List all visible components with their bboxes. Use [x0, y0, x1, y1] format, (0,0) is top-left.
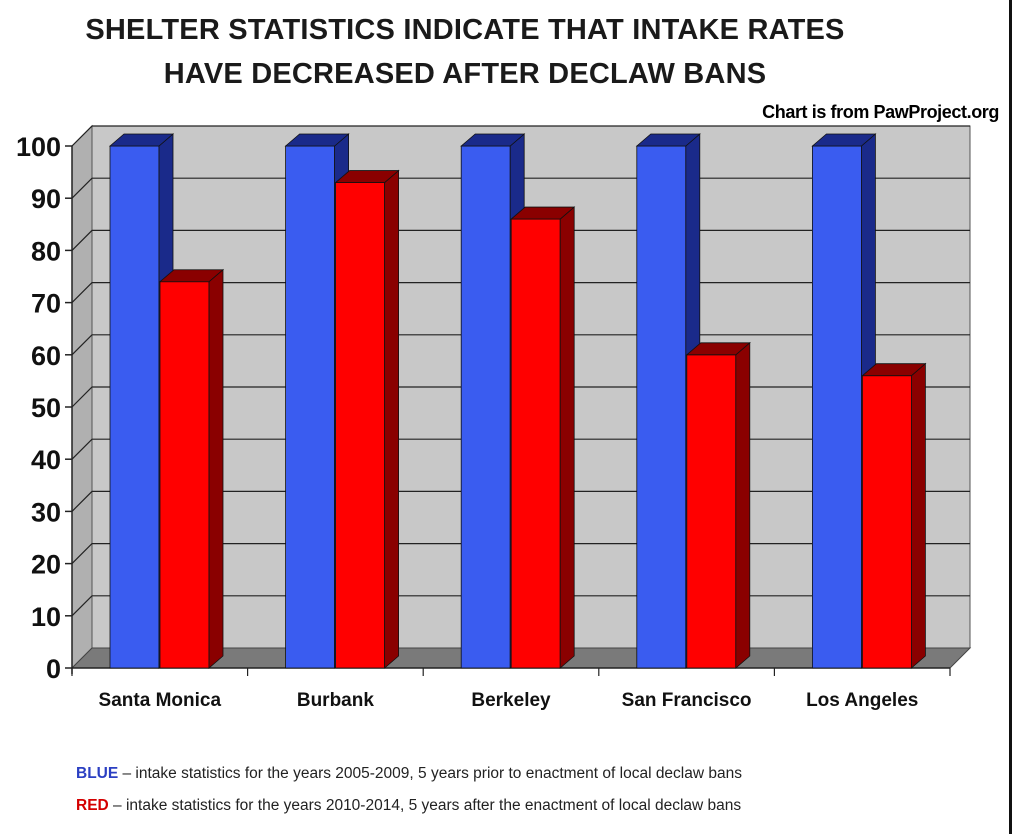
- bar-top-red-3: [685, 342, 751, 356]
- y-tick-label: 20: [31, 550, 61, 580]
- bar-blue-3: [636, 145, 687, 669]
- bar-side-red-2: [559, 206, 575, 669]
- bar-side-red-0: [208, 268, 224, 669]
- legend-blue-text: – intake statistics for the years 2005-2…: [118, 765, 742, 782]
- y-tick-label: 10: [31, 602, 61, 632]
- y-tick-label: 50: [31, 393, 61, 423]
- bar-side-red-1: [384, 169, 400, 669]
- bar-top-red-4: [861, 363, 927, 377]
- legend-red-key: RED: [76, 797, 109, 814]
- bar-red-0: [159, 281, 210, 669]
- bar-top-blue-2: [460, 133, 526, 147]
- x-tick-label: San Francisco: [622, 690, 752, 711]
- bar-red-1: [335, 182, 386, 669]
- bar-blue-2: [460, 145, 511, 669]
- bar-chart: 0 10 20 30 40 50 60 70 80 90 100 Santa Monica Burban…: [16, 124, 972, 711]
- bar-red-3: [686, 354, 737, 669]
- gridline: [71, 125, 970, 147]
- bar-top-blue-1: [284, 133, 350, 147]
- legend-red-text: – intake statistics for the years 2010-2…: [108, 797, 742, 814]
- legend-blue: BLUE – intake statistics for the years 2…: [76, 765, 742, 783]
- bar-side-red-4: [911, 362, 926, 669]
- y-tick-label: 100: [16, 132, 61, 162]
- bar-blue-4: [812, 145, 862, 669]
- legend-blue-key: BLUE: [76, 765, 119, 782]
- bar-top-blue-3: [635, 133, 701, 147]
- bar-red-4: [862, 375, 912, 669]
- chart-title-line2: HAVE DECREASED AFTER DECLAW BANS: [163, 58, 767, 90]
- x-tick-label: Santa Monica: [99, 690, 222, 711]
- y-tick-label: 90: [31, 184, 61, 214]
- bar-top-blue-4: [811, 133, 877, 147]
- y-tick-label: 0: [46, 654, 61, 684]
- x-tick-label: Berkeley: [471, 690, 551, 711]
- x-tick-label: Los Angeles: [806, 690, 918, 711]
- bar-top-red-1: [334, 170, 400, 183]
- bar-side-red-3: [735, 341, 751, 669]
- y-tick-label: 80: [31, 236, 61, 266]
- chart-credit: Chart is from PawProject.org: [762, 102, 999, 122]
- y-tick-label: 30: [31, 497, 61, 527]
- bar-blue-1: [285, 145, 336, 669]
- legend-red: RED – intake statistics for the years 20…: [76, 797, 741, 815]
- x-tick-label: Burbank: [297, 690, 375, 711]
- bar-top-blue-0: [108, 133, 175, 147]
- y-tick-label: 60: [31, 341, 61, 371]
- bar-top-red-0: [158, 269, 225, 283]
- bar-blue-0: [109, 145, 160, 669]
- y-tick-label: 70: [31, 289, 61, 319]
- chart-title-line1: SHELTER STATISTICS INDICATE THAT INTAKE …: [85, 14, 845, 46]
- y-tick-label: 40: [31, 445, 61, 475]
- bar-top-red-2: [510, 206, 576, 220]
- bar-red-2: [510, 218, 561, 669]
